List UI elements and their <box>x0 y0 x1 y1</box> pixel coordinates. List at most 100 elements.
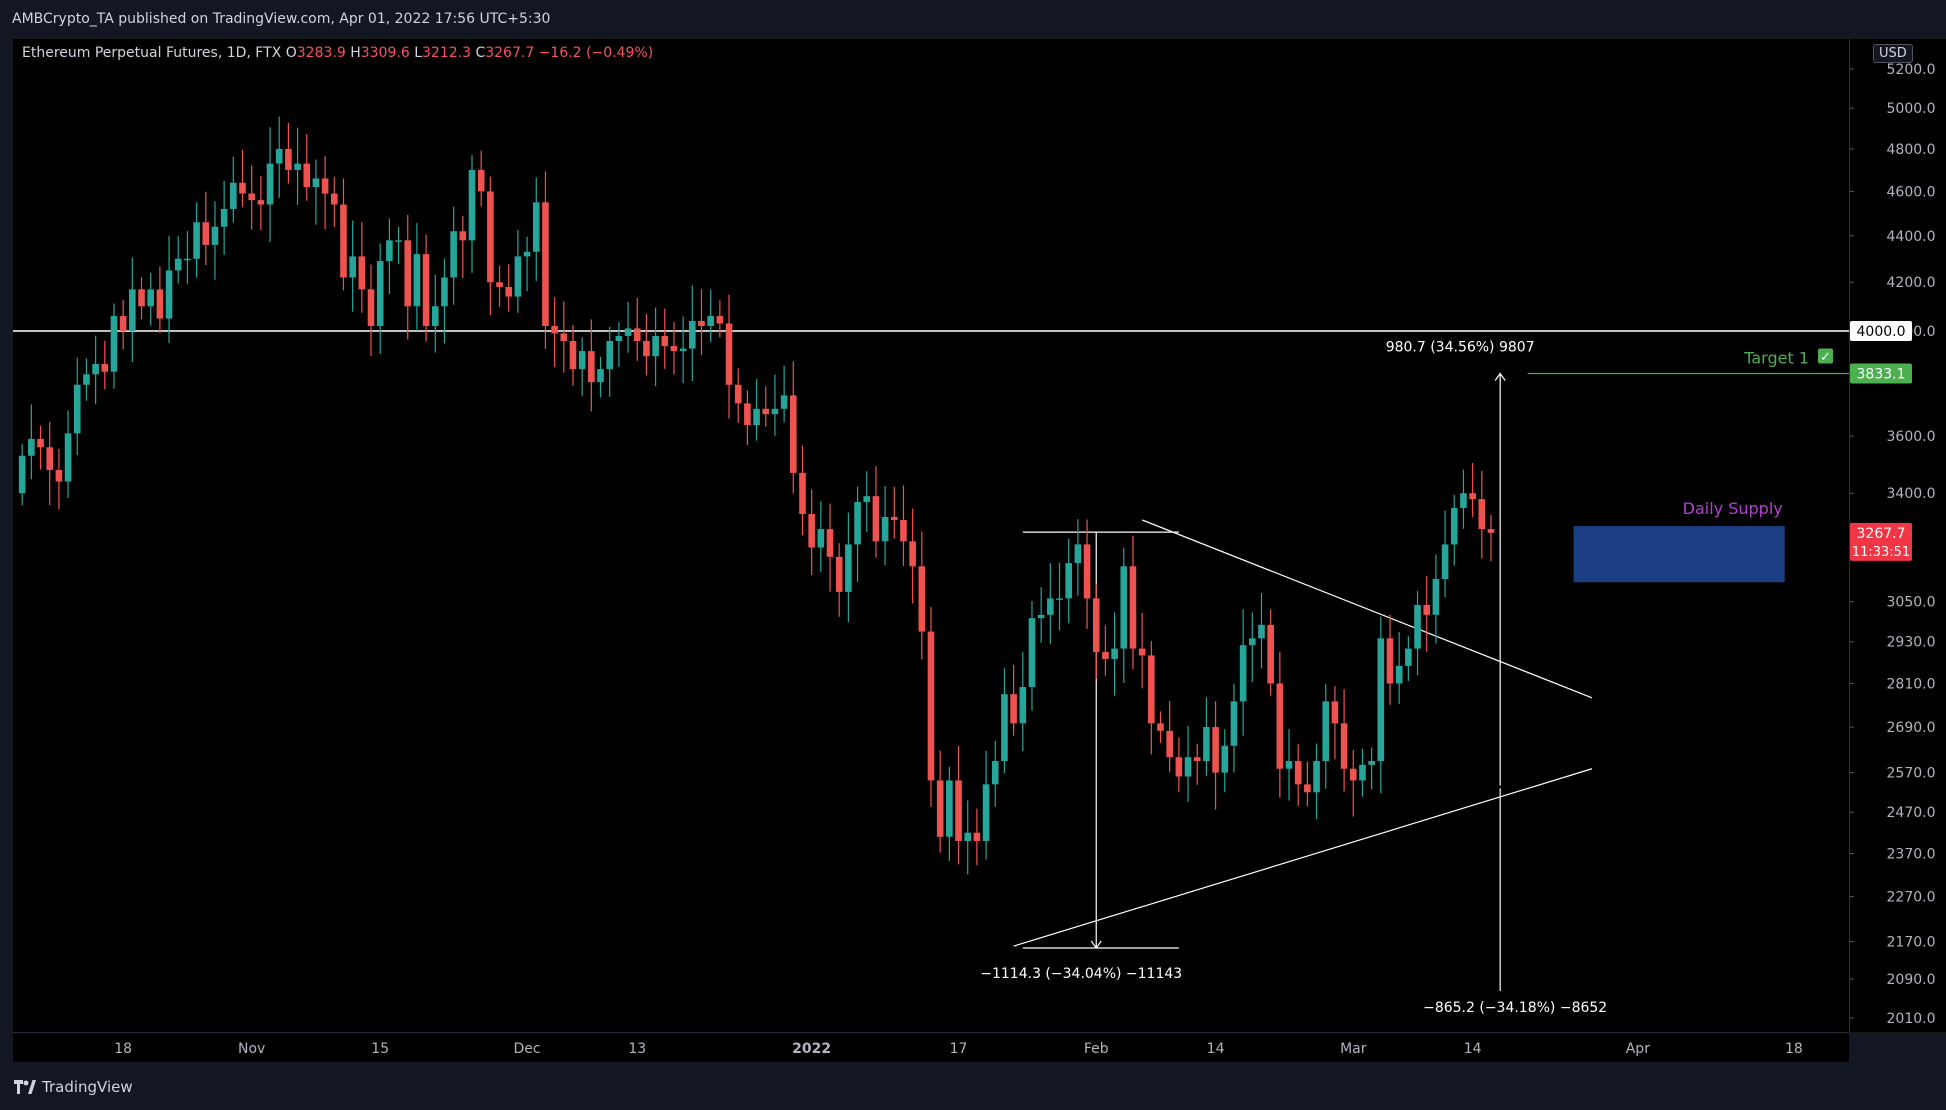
candle-body <box>643 340 650 357</box>
candle-body <box>1184 757 1192 777</box>
candle <box>652 307 659 387</box>
candle-body <box>1395 665 1403 684</box>
candle <box>881 485 889 566</box>
candle <box>110 303 118 389</box>
candle <box>285 122 292 184</box>
candle-body <box>514 256 522 297</box>
candle-body <box>707 316 714 326</box>
candle <box>918 531 926 660</box>
chart-pane[interactable] <box>13 39 1849 1032</box>
time-tick-label: Feb <box>1084 1041 1109 1057</box>
candle-body <box>652 335 659 357</box>
candle-body <box>422 254 430 326</box>
candle <box>762 386 770 427</box>
candle <box>1331 686 1339 760</box>
tradingview-logo[interactable]: TradingView <box>14 1078 133 1096</box>
price-tick-label: 2570.0 <box>1887 766 1936 782</box>
candle-body <box>1386 638 1394 684</box>
candle <box>734 368 742 423</box>
candle <box>1111 612 1118 696</box>
candle-body <box>845 544 852 592</box>
candle-body <box>615 335 623 341</box>
candle-body <box>248 193 255 201</box>
candle-body <box>349 256 356 278</box>
candle-body <box>1065 563 1072 599</box>
candle-body <box>220 208 228 227</box>
candle-body <box>1267 624 1274 684</box>
candle <box>147 272 154 326</box>
candle-body <box>670 346 678 352</box>
candle-body <box>780 395 788 409</box>
candle-body <box>64 433 72 482</box>
time-tick-label: 14 <box>1464 1041 1482 1057</box>
candle <box>294 127 301 205</box>
candle <box>1138 612 1146 689</box>
candle <box>927 607 935 807</box>
candle <box>496 265 503 308</box>
candle-body <box>285 148 292 170</box>
candle-body <box>826 529 834 557</box>
candle-body <box>1239 645 1247 702</box>
candle-body <box>1138 648 1146 656</box>
candle-body <box>165 270 173 319</box>
candle <box>698 289 705 356</box>
candle-body <box>744 403 751 426</box>
candle <box>413 223 421 331</box>
price-tick-label: 2170.0 <box>1887 935 1936 951</box>
legend-symbol: Ethereum Perpetual Futures, 1D, FTX <box>22 45 282 61</box>
time-tick-label: Mar <box>1340 1041 1367 1057</box>
currency-button[interactable]: USD <box>1873 44 1913 63</box>
resistance-price-tag: 4000.0 <box>1857 324 1906 340</box>
candle-body <box>441 277 448 307</box>
candle-body <box>1092 598 1100 653</box>
candle <box>101 340 109 390</box>
candle-body <box>1056 598 1063 600</box>
time-tick-label: Dec <box>514 1041 541 1057</box>
time-tick-label: 17 <box>950 1041 968 1057</box>
candle-body <box>73 384 81 434</box>
candle-body <box>1019 687 1027 724</box>
candle-body <box>542 202 549 326</box>
candle <box>542 171 549 349</box>
candle <box>28 404 35 480</box>
candle-body <box>1001 694 1008 762</box>
price-tick-label: 2810.0 <box>1887 676 1936 692</box>
candle-body <box>202 222 210 245</box>
candle <box>184 231 191 284</box>
candle-body <box>1405 648 1412 666</box>
publisher-bar: AMBCrypto_TA published on TradingView.co… <box>0 0 1946 38</box>
target-price-tag: 3833.1 <box>1857 366 1906 382</box>
candle-body <box>468 169 476 241</box>
candle-body <box>431 306 439 326</box>
candle-body <box>808 513 815 548</box>
candle-body <box>1322 701 1330 762</box>
candle <box>487 176 494 315</box>
candle <box>606 326 613 397</box>
candle-body <box>1157 723 1164 731</box>
candle-body <box>982 784 990 841</box>
candle <box>1074 519 1082 596</box>
candle <box>661 308 669 369</box>
candle <box>1487 514 1495 562</box>
price-tick-label: 4800.0 <box>1887 142 1936 158</box>
legend-close-value: 3267.7 <box>485 45 535 61</box>
candle <box>422 234 430 342</box>
candle-body <box>404 240 412 307</box>
candle-body <box>55 469 63 482</box>
time-axis[interactable] <box>13 1032 1849 1063</box>
candle <box>1083 519 1091 629</box>
time-tick-label: 18 <box>114 1041 132 1057</box>
candle <box>597 356 604 398</box>
candle <box>266 127 274 243</box>
candle <box>1102 625 1109 676</box>
candle-body <box>1331 701 1339 724</box>
candle <box>1239 609 1247 736</box>
candle <box>312 159 320 225</box>
candle-body <box>230 182 237 209</box>
candle-body <box>376 261 384 326</box>
candle <box>744 390 751 446</box>
candle <box>790 361 797 494</box>
candle <box>1276 651 1284 798</box>
resistance-price-tag-bg <box>1850 320 1912 341</box>
candle <box>156 266 164 333</box>
